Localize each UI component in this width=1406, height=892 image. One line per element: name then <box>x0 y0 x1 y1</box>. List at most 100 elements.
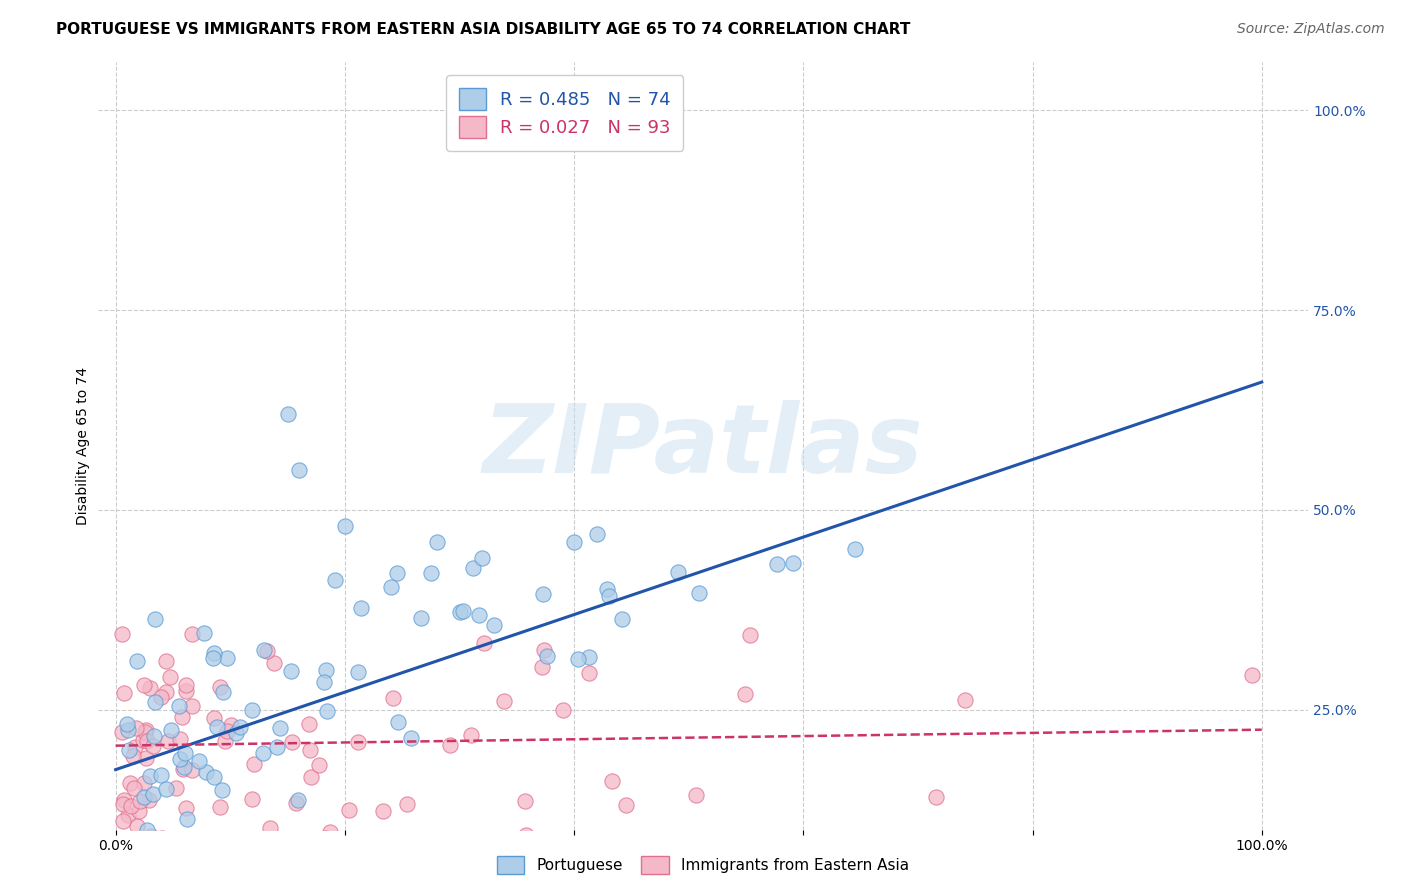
Point <box>256 644 278 658</box>
Point <box>350 601 373 615</box>
Point <box>453 604 475 618</box>
Point <box>135 750 157 764</box>
Point <box>155 685 177 699</box>
Point <box>134 678 156 692</box>
Point <box>229 720 252 734</box>
Point <box>187 754 209 768</box>
Point <box>425 534 447 549</box>
Point <box>551 703 574 717</box>
Point <box>1064 838 1087 852</box>
Point <box>323 573 346 587</box>
Point <box>461 561 484 575</box>
Point <box>494 694 516 708</box>
Point <box>515 828 537 842</box>
Point <box>120 799 142 814</box>
Point <box>139 769 162 783</box>
Point <box>174 801 197 815</box>
Point <box>136 733 159 747</box>
Point <box>925 790 948 805</box>
Point <box>419 566 441 580</box>
Point <box>298 717 321 731</box>
Point <box>204 711 226 725</box>
Point <box>287 792 309 806</box>
Point <box>578 650 600 665</box>
Point <box>586 527 609 541</box>
Point <box>219 718 242 732</box>
Point <box>155 782 177 797</box>
Text: PORTUGUESE VS IMMIGRANTS FROM EASTERN ASIA DISABILITY AGE 65 TO 74 CORRELATION C: PORTUGUESE VS IMMIGRANTS FROM EASTERN AS… <box>56 22 911 37</box>
Point <box>132 733 155 747</box>
Point <box>174 684 197 698</box>
Point <box>128 794 150 808</box>
Point <box>172 763 194 777</box>
Point <box>169 732 191 747</box>
Point <box>124 739 146 754</box>
Point <box>135 723 157 737</box>
Point <box>157 733 180 747</box>
Point <box>844 542 866 557</box>
Point <box>172 710 194 724</box>
Point <box>150 831 173 846</box>
Point <box>280 664 302 678</box>
Point <box>269 721 291 735</box>
Point <box>155 654 177 668</box>
Point <box>562 534 585 549</box>
Point <box>319 825 342 839</box>
Point <box>1241 667 1264 681</box>
Point <box>117 808 139 822</box>
Point <box>387 715 409 730</box>
Point <box>142 730 165 744</box>
Point <box>134 725 156 739</box>
Point <box>118 743 141 757</box>
Point <box>202 770 225 784</box>
Legend: R = 0.485   N = 74, R = 0.027   N = 93: R = 0.485 N = 74, R = 0.027 N = 93 <box>446 75 683 151</box>
Point <box>142 739 165 753</box>
Point <box>217 651 239 665</box>
Point <box>117 716 139 731</box>
Point <box>531 660 554 674</box>
Point <box>127 654 149 668</box>
Text: Source: ZipAtlas.com: Source: ZipAtlas.com <box>1237 22 1385 37</box>
Point <box>128 804 150 818</box>
Point <box>211 783 233 797</box>
Point <box>132 776 155 790</box>
Point <box>955 692 977 706</box>
Point <box>668 565 690 579</box>
Point <box>153 833 176 847</box>
Point <box>143 612 166 626</box>
Point <box>122 781 145 796</box>
Point <box>380 580 402 594</box>
Point <box>135 822 157 837</box>
Point <box>253 642 276 657</box>
Point <box>614 797 637 812</box>
Point <box>209 800 232 814</box>
Point <box>277 407 299 421</box>
Point <box>688 585 710 599</box>
Point <box>347 665 370 679</box>
Text: ZIPatlas: ZIPatlas <box>482 400 924 492</box>
Point <box>142 787 165 801</box>
Point <box>536 648 558 663</box>
Point <box>472 635 495 649</box>
Point <box>449 605 471 619</box>
Point <box>217 724 239 739</box>
Point <box>567 652 589 666</box>
Point <box>533 642 555 657</box>
Point <box>439 738 461 752</box>
Point <box>110 725 132 739</box>
Point <box>202 647 225 661</box>
Point <box>201 650 224 665</box>
Point <box>533 587 555 601</box>
Point <box>132 789 155 804</box>
Point <box>766 558 789 572</box>
Point <box>202 836 225 850</box>
Point <box>165 781 187 796</box>
Y-axis label: Disability Age 65 to 74: Disability Age 65 to 74 <box>76 367 90 525</box>
Point <box>252 746 274 760</box>
Point <box>281 734 304 748</box>
Point <box>112 792 135 806</box>
Point <box>160 723 183 737</box>
Point <box>262 834 284 848</box>
Point <box>602 774 624 789</box>
Point <box>174 678 197 692</box>
